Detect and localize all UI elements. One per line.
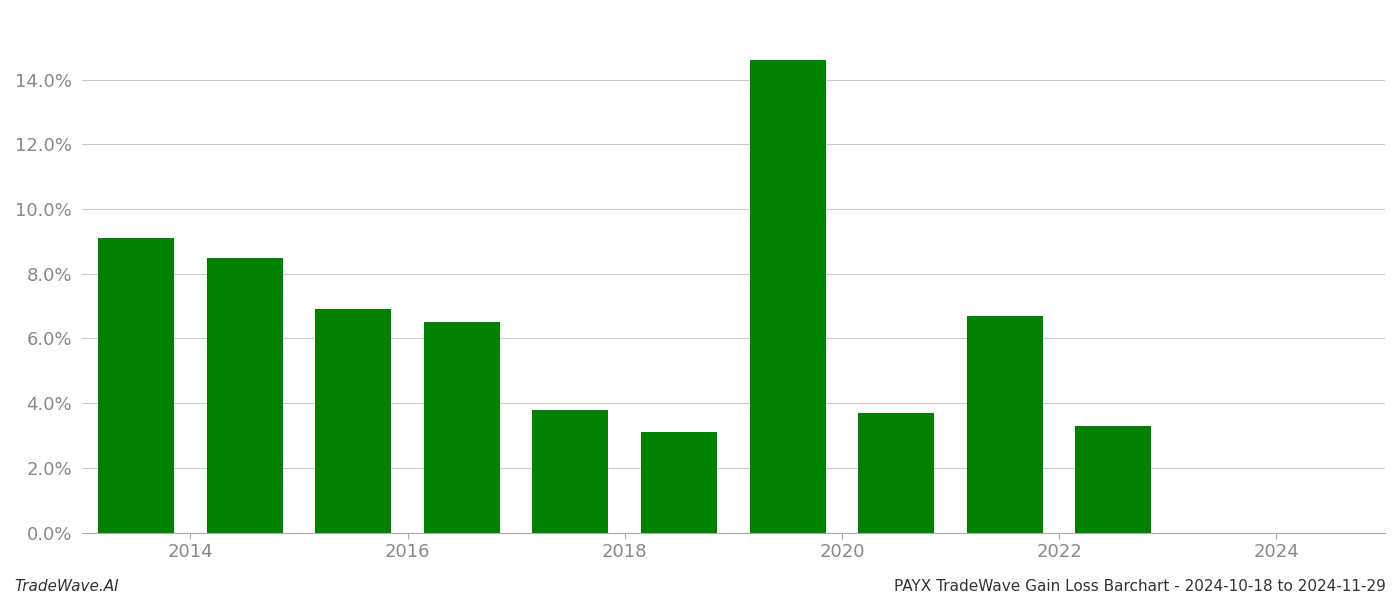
Bar xyxy=(858,413,934,533)
Bar xyxy=(532,410,609,533)
Bar xyxy=(98,238,174,533)
Text: TradeWave.AI: TradeWave.AI xyxy=(14,579,119,594)
Text: PAYX TradeWave Gain Loss Barchart - 2024-10-18 to 2024-11-29: PAYX TradeWave Gain Loss Barchart - 2024… xyxy=(895,579,1386,594)
Bar xyxy=(424,322,500,533)
Bar xyxy=(641,433,717,533)
Bar xyxy=(967,316,1043,533)
Bar xyxy=(315,310,391,533)
Bar xyxy=(207,257,283,533)
Bar xyxy=(749,60,826,533)
Bar xyxy=(1075,426,1151,533)
